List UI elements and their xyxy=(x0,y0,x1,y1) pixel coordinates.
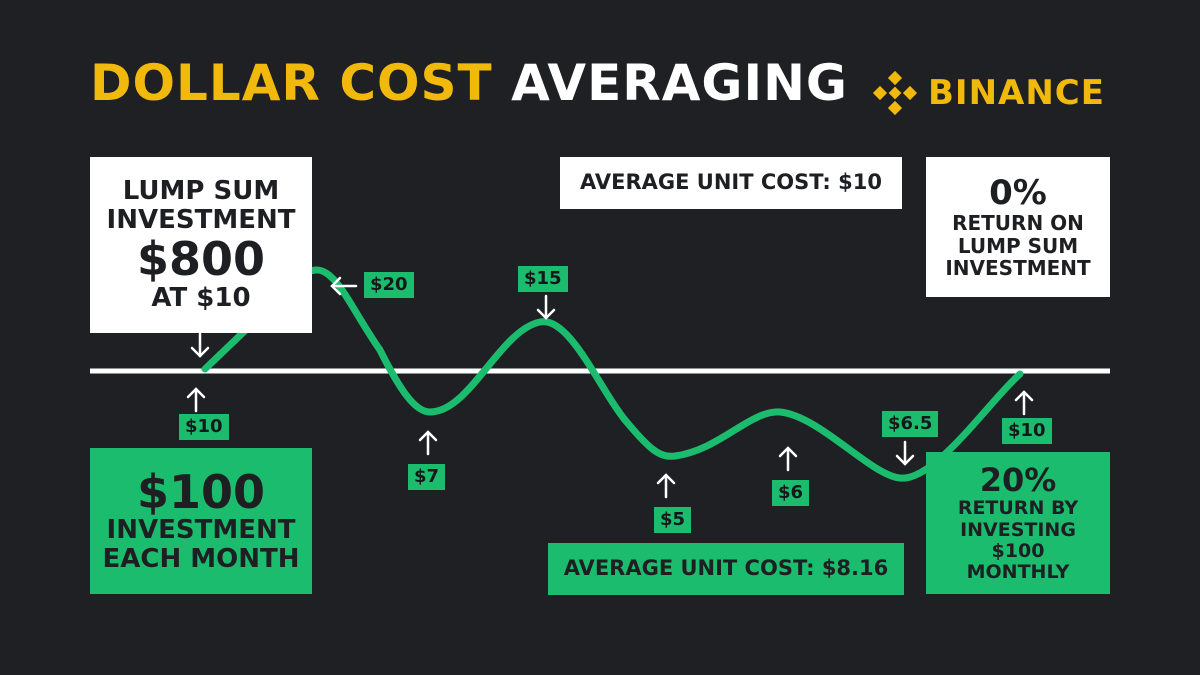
lump-sum-return-line-2: LUMP SUM xyxy=(957,233,1079,258)
brand-logo: BINANCE xyxy=(872,70,1105,116)
title-part-1: DOLLAR COST xyxy=(90,54,493,112)
monthly-line-1: INVESTMENT xyxy=(106,515,296,546)
avg-unit-cost-lump-text: AVERAGE UNIT COST: $10 xyxy=(580,170,882,195)
price-label-start: $10 xyxy=(179,414,229,440)
dca-return-line-4: MONTHLY xyxy=(966,561,1070,584)
monthly-line-2: EACH MONTH xyxy=(102,544,300,575)
price-label-dip-1: $7 xyxy=(408,464,446,490)
lump-sum-return-box: 0% RETURN ON LUMP SUM INVESTMENT xyxy=(926,157,1110,297)
up-arrow-icon xyxy=(778,446,798,472)
left-arrow-icon xyxy=(330,276,358,296)
lump-sum-amount: $800 xyxy=(136,232,266,287)
dca-return-line-1: RETURN BY xyxy=(957,497,1079,520)
avg-unit-cost-lump-sum: AVERAGE UNIT COST: $10 xyxy=(560,157,902,209)
avg-unit-cost-dca-text: AVERAGE UNIT COST: $8.16 xyxy=(563,556,889,581)
monthly-investment-box: $100 INVESTMENT EACH MONTH xyxy=(90,448,312,594)
lump-sum-line-2: INVESTMENT xyxy=(106,205,296,236)
price-label-peak: $20 xyxy=(364,272,414,298)
page-title: DOLLAR COST AVERAGING xyxy=(90,58,848,108)
price-label-6: $6 xyxy=(772,480,810,506)
lump-sum-price: AT $10 xyxy=(151,282,251,313)
dca-return-box: 20% RETURN BY INVESTING $100 MONTHLY xyxy=(926,452,1110,594)
price-label-peak-2: $15 xyxy=(518,266,568,292)
lump-sum-box: LUMP SUM INVESTMENT $800 AT $10 xyxy=(90,157,312,333)
dca-return-percent: 20% xyxy=(979,460,1057,499)
lump-sum-return-line-3: INVESTMENT xyxy=(945,256,1091,281)
monthly-amount: $100 xyxy=(136,464,266,519)
avg-unit-cost-dca: AVERAGE UNIT COST: $8.16 xyxy=(548,543,904,595)
lump-sum-line-1: LUMP SUM xyxy=(122,176,280,207)
dca-return-line-2: INVESTING xyxy=(960,518,1076,541)
up-arrow-icon xyxy=(1014,390,1034,416)
price-arrows xyxy=(186,276,1034,499)
title-part-2: AVERAGING xyxy=(511,54,848,112)
price-label-end: $10 xyxy=(1002,418,1052,444)
dca-return-line-3: $100 xyxy=(991,539,1045,562)
price-label-low: $5 xyxy=(654,507,692,533)
lump-sum-down-arrow-icon xyxy=(190,332,210,358)
up-arrow-icon xyxy=(186,387,206,413)
binance-logo-icon xyxy=(872,70,918,116)
lump-sum-return-line-1: RETURN ON xyxy=(952,211,1084,236)
up-arrow-icon xyxy=(418,430,438,456)
down-arrow-icon xyxy=(536,294,556,320)
up-arrow-icon xyxy=(656,473,676,499)
price-label-6-5: $6.5 xyxy=(882,411,939,437)
down-arrow-icon xyxy=(895,440,915,466)
lump-sum-return-percent: 0% xyxy=(989,173,1047,214)
brand-name: BINANCE xyxy=(928,73,1105,113)
price-line xyxy=(201,266,1024,482)
